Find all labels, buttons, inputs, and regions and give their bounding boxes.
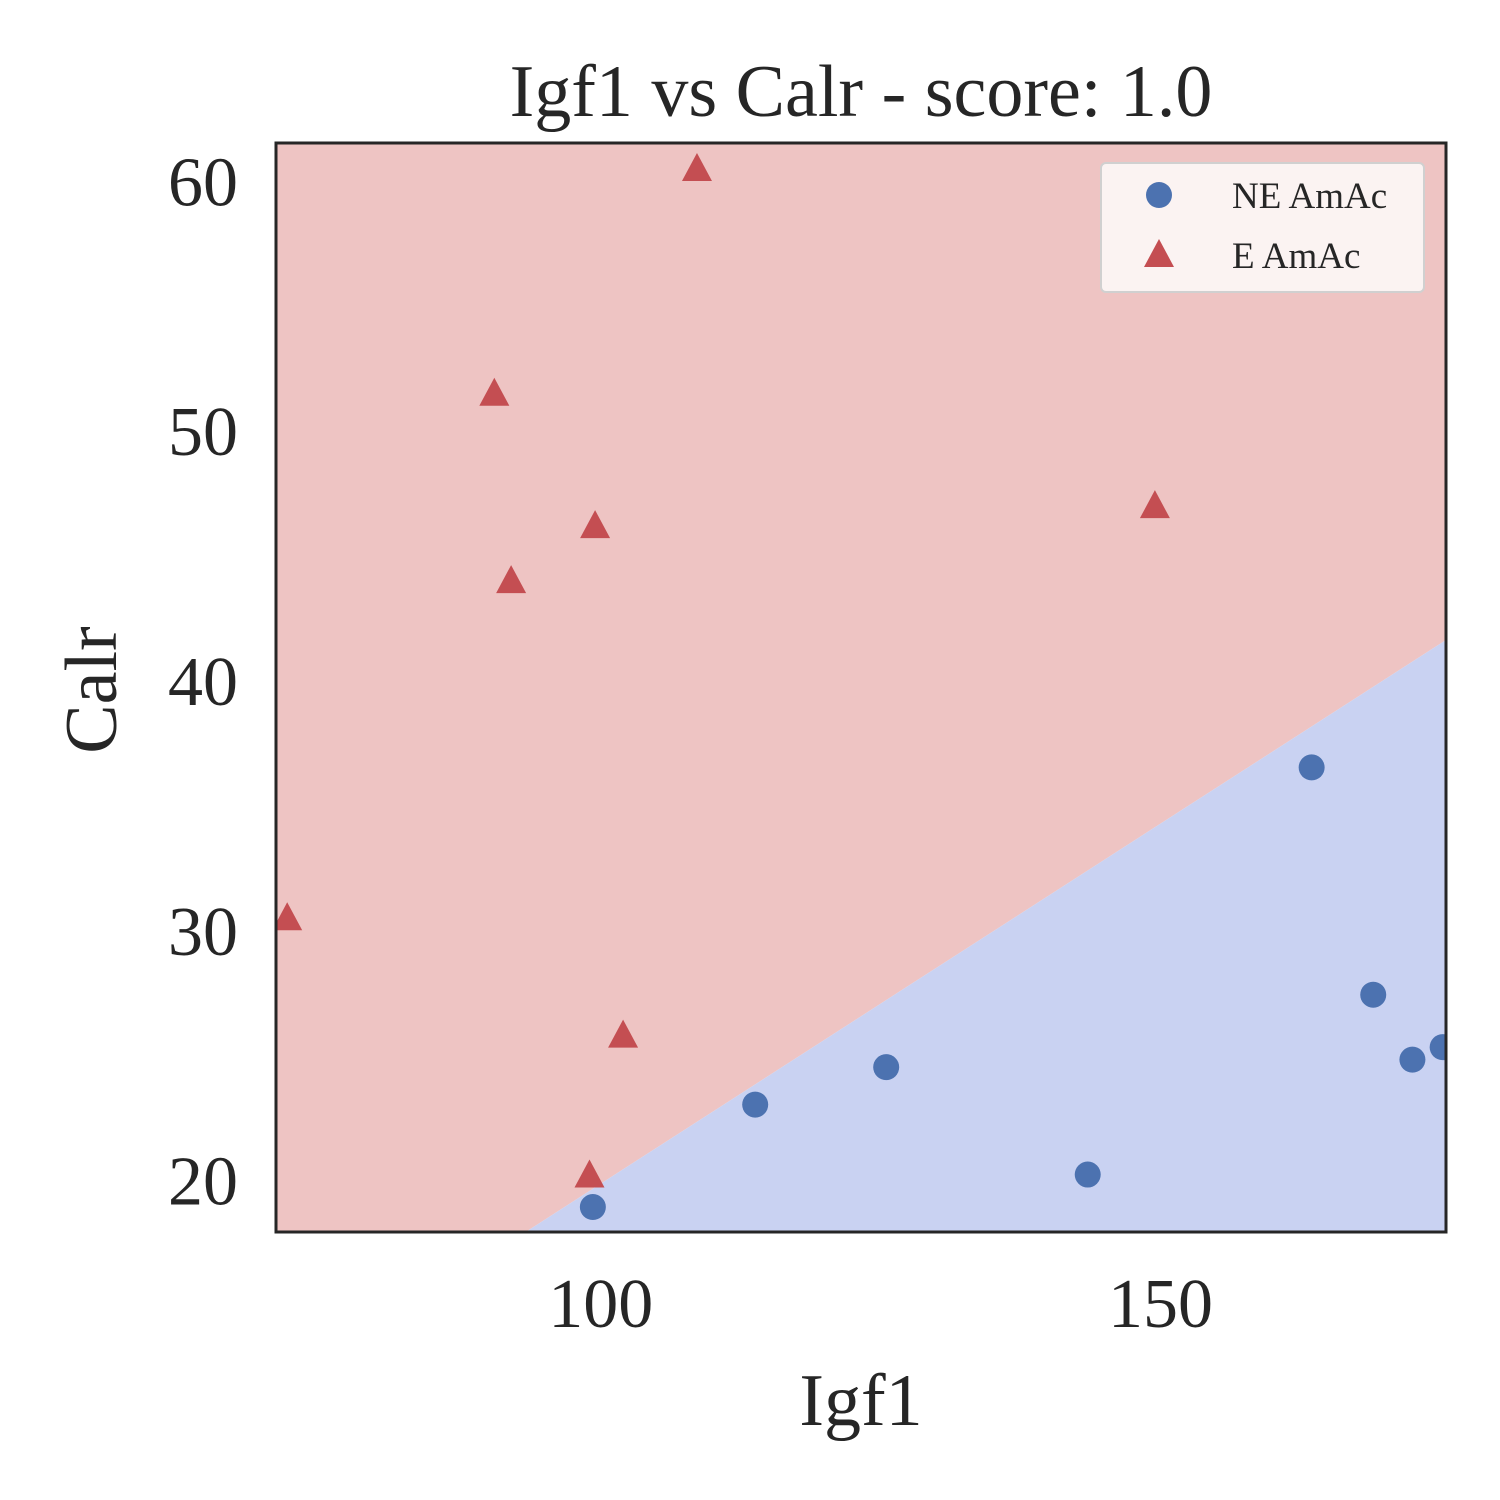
plot-area bbox=[276, 143, 1446, 1232]
y-tick-label: 40 bbox=[168, 644, 238, 721]
e-amac-point-1 bbox=[479, 377, 510, 406]
y-tick-label: 30 bbox=[168, 894, 238, 971]
ne-amac-point-2 bbox=[873, 1054, 900, 1081]
legend: NE AmAc E AmAc bbox=[1100, 162, 1425, 293]
e-amac-point-3 bbox=[574, 1159, 605, 1188]
ne-amac-point-4 bbox=[1298, 754, 1325, 781]
chart-title: Igf1 vs Calr - score: 1.0 bbox=[510, 51, 1213, 133]
legend-box bbox=[1100, 162, 1425, 293]
x-tick-label: 100 bbox=[548, 1266, 653, 1343]
y-axis-label: Calr bbox=[51, 626, 133, 753]
e-amac-point-6 bbox=[681, 152, 712, 181]
e-amac-point-7 bbox=[1139, 490, 1170, 519]
legend-marker-ne-amac bbox=[1146, 182, 1172, 208]
legend-marker-e-amac bbox=[1144, 239, 1174, 267]
legend-label-ne-amac: NE AmAc bbox=[1232, 176, 1387, 217]
x-tick-label: 150 bbox=[1108, 1266, 1213, 1343]
e-amac-point-0 bbox=[276, 902, 303, 931]
ne-amac-point-1 bbox=[742, 1091, 769, 1118]
ne-amac-point-7 bbox=[1429, 1034, 1446, 1061]
region-ne-amac bbox=[525, 640, 1446, 1232]
x-axis-label: Igf1 bbox=[799, 1360, 922, 1442]
y-axis-ticks: 20 30 40 50 60 bbox=[168, 144, 238, 1220]
x-axis-ticks: 100 150 bbox=[548, 1266, 1213, 1343]
data-points bbox=[276, 152, 1446, 1221]
legend-label-e-amac: E AmAc bbox=[1232, 236, 1360, 277]
ne-amac-point-0 bbox=[579, 1194, 606, 1221]
y-tick-label: 60 bbox=[168, 144, 238, 221]
e-amac-point-5 bbox=[608, 1019, 639, 1048]
ne-amac-point-3 bbox=[1074, 1161, 1101, 1188]
plot-frame bbox=[274, 141, 1448, 1234]
ne-amac-point-6 bbox=[1399, 1046, 1426, 1073]
e-amac-point-4 bbox=[580, 510, 611, 539]
region-e-amac bbox=[276, 143, 1446, 1232]
y-tick-label: 50 bbox=[168, 394, 238, 471]
y-tick-label: 20 bbox=[168, 1144, 238, 1221]
e-amac-point-2 bbox=[496, 565, 527, 594]
ne-amac-point-5 bbox=[1360, 981, 1387, 1008]
